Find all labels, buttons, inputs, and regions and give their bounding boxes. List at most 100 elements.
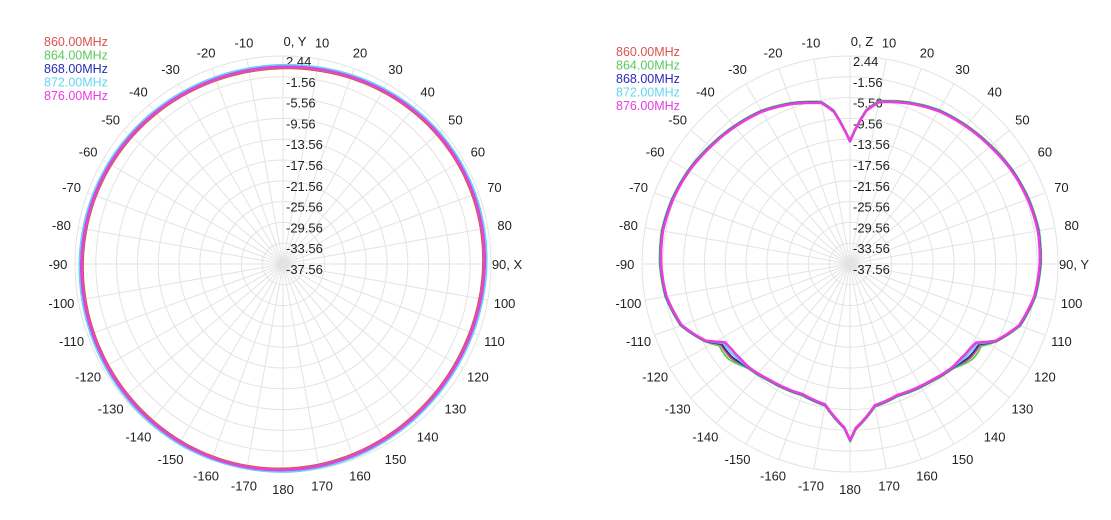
series-line-876-00MHz: [659, 100, 1042, 442]
angle-tick-label: 40: [420, 85, 434, 100]
grid-spoke: [282, 104, 418, 265]
angle-tick-label: 70: [1054, 180, 1068, 195]
grid-spoke: [282, 227, 488, 265]
angle-tick-label: 100: [1061, 296, 1083, 311]
radial-tick-label: -5.56: [286, 96, 316, 111]
angle-tick-label: 150: [385, 452, 407, 467]
angle-tick-label: -40: [129, 85, 148, 100]
angle-tick-label: 140: [984, 429, 1006, 444]
grid-spoke: [282, 263, 488, 301]
angle-tick-label: 50: [448, 112, 462, 127]
grid-spoke: [78, 263, 284, 301]
angle-tick-label: 30: [955, 62, 969, 77]
grid-spoke: [690, 263, 851, 399]
angle-tick-label: 80: [1064, 218, 1078, 233]
grid-spoke: [715, 263, 851, 424]
legend-entry: 876.00MHz: [44, 89, 108, 103]
grid-spoke: [849, 227, 1055, 265]
angle-tick-label: 70: [487, 180, 501, 195]
grid-spoke: [669, 159, 851, 265]
grid-spoke: [178, 83, 284, 265]
grid-spoke: [849, 263, 922, 460]
angle-tick-label: -60: [646, 145, 665, 160]
angle-tick-label: -50: [668, 112, 687, 127]
radial-tick-label: -13.56: [286, 137, 323, 152]
grid-spoke: [282, 263, 320, 469]
angle-tick-label: 60: [471, 145, 485, 160]
grid-spoke: [778, 68, 851, 265]
grid-spoke: [849, 263, 1010, 399]
grid-spoke: [849, 263, 1055, 301]
angle-tick-label: -40: [696, 85, 715, 100]
angle-tick-label: 110: [484, 334, 505, 349]
radial-tick-label: -17.56: [853, 158, 890, 173]
angle-tick-label: -150: [157, 452, 183, 467]
axis-label-0: 0, Y: [284, 34, 307, 49]
radial-tick-label: -33.56: [853, 241, 890, 256]
radial-tick-label: -5.56: [853, 96, 883, 111]
angle-tick-label: -170: [231, 479, 257, 494]
grid-spoke: [813, 263, 851, 469]
angle-tick-label: -20: [764, 46, 783, 61]
angle-tick-label: -140: [125, 429, 151, 444]
grid-spoke: [849, 263, 887, 469]
radial-tick-label: -9.56: [286, 116, 316, 131]
grid-spoke: [282, 83, 388, 265]
angle-tick-label: -130: [98, 402, 124, 417]
angle-tick-label: 140: [417, 429, 439, 444]
angle-tick-label: -90: [49, 257, 68, 272]
grid-spoke: [645, 263, 851, 301]
legend-entry: 868.00MHz: [44, 62, 108, 76]
grid-spoke: [178, 263, 284, 445]
grid-spoke: [102, 263, 284, 369]
grid-spoke: [282, 263, 464, 369]
angle-tick-label: 120: [467, 370, 489, 385]
polar-plot-left-svg: 2.44-1.56-5.56-9.56-13.56-17.56-21.56-25…: [44, 34, 523, 497]
legend-entry: 860.00MHz: [616, 45, 680, 59]
grid-spoke: [849, 129, 1010, 265]
angle-tick-label: -110: [59, 334, 84, 349]
angle-tick-label: -10: [235, 35, 254, 50]
angle-tick-label: -70: [629, 180, 648, 195]
angle-tick-label: -110: [626, 334, 651, 349]
radial-tick-label: -1.56: [286, 75, 316, 90]
angle-tick-label: 120: [1034, 370, 1056, 385]
grid-spoke: [282, 263, 355, 460]
grid-spoke: [78, 227, 284, 265]
angle-tick-label: 60: [1038, 145, 1052, 160]
radial-tick-label: -33.56: [286, 241, 323, 256]
grid-spoke: [282, 129, 443, 265]
grid-spoke: [849, 68, 922, 265]
radial-tick-label: -17.56: [286, 158, 323, 173]
angle-tick-label: 10: [882, 35, 896, 50]
angle-tick-label: -160: [760, 468, 786, 483]
angle-tick-label: -100: [615, 296, 641, 311]
legend-entry: 868.00MHz: [616, 72, 680, 86]
angle-tick-label: 50: [1015, 112, 1029, 127]
axis-label-0: 0, Z: [851, 34, 873, 49]
angle-tick-label: 180: [272, 482, 294, 497]
grid-spoke: [690, 129, 851, 265]
grid-spoke: [282, 263, 388, 445]
polar-plot-right-svg: 2.44-1.56-5.56-9.56-13.56-17.56-21.56-25…: [615, 34, 1089, 497]
angle-tick-label: -50: [101, 112, 120, 127]
radial-tick-label: -29.56: [286, 220, 323, 235]
legend-entry: 876.00MHz: [616, 99, 680, 113]
radial-tick-label: 2.44: [853, 54, 878, 69]
angle-tick-label: 100: [494, 296, 516, 311]
series-line-872-00MHz: [78, 63, 488, 473]
grid-spoke: [849, 104, 985, 265]
angle-tick-label: -30: [728, 62, 747, 77]
grid-spoke: [849, 263, 955, 445]
grid-spoke: [87, 192, 284, 265]
radial-tick-label: -21.56: [853, 179, 890, 194]
grid-spoke: [849, 192, 1046, 265]
series-line-860-00MHz: [82, 67, 484, 470]
angle-tick-label: -120: [642, 370, 668, 385]
angle-tick-label: -130: [665, 402, 691, 417]
grid-spoke: [282, 192, 479, 265]
radial-tick-label: -13.56: [853, 137, 890, 152]
radial-tick-label: -1.56: [853, 75, 883, 90]
angle-tick-label: -160: [193, 468, 219, 483]
